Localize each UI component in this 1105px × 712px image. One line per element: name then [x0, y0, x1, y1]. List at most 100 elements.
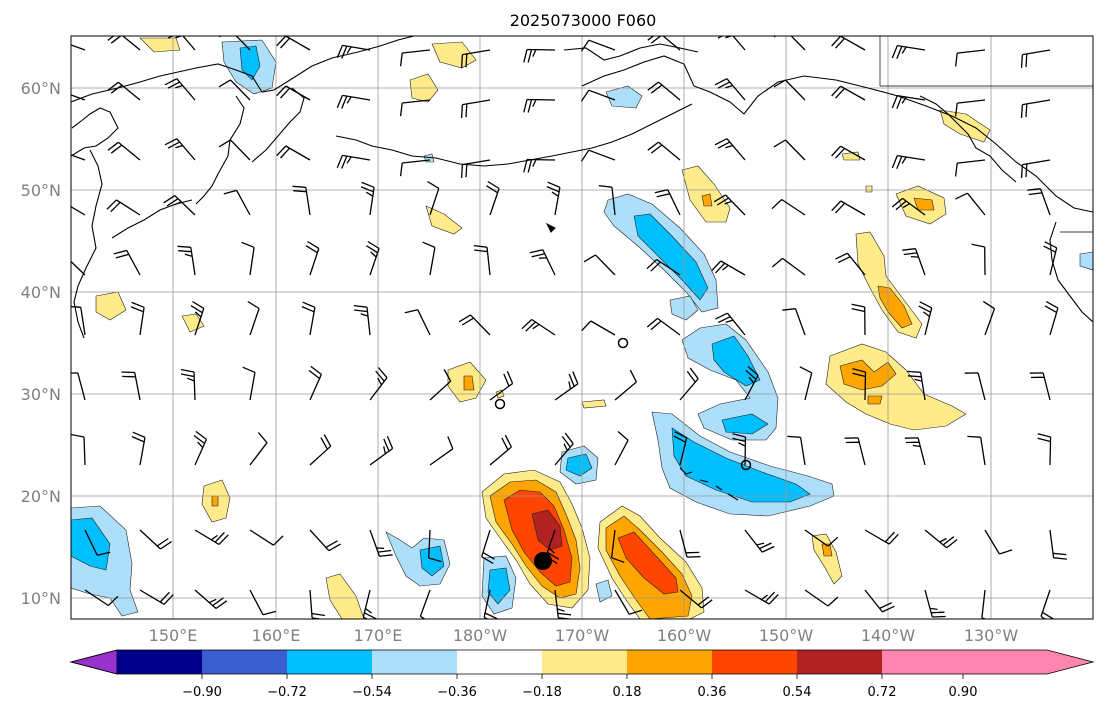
wind-barb [844, 437, 866, 466]
lon-label-180w: 180°W [453, 626, 508, 645]
wind-barb [851, 303, 866, 336]
wind-barb [679, 529, 701, 558]
open-center-marker [494, 398, 506, 410]
negative-anomaly-core [633, 213, 709, 301]
wind-barb [422, 241, 436, 276]
coastline-kamchatka-east [251, 87, 305, 163]
wind-barb [744, 589, 779, 605]
wind-barb [276, 145, 311, 161]
lat-label-30n: 30°N [21, 385, 61, 404]
wind-barb [954, 99, 986, 117]
wind-barb [164, 78, 196, 101]
wind-barb [646, 258, 681, 276]
wind-barb [679, 367, 699, 401]
wind-barb [84, 589, 119, 607]
wind-barb [984, 529, 1013, 555]
positive-anomaly-core [867, 395, 883, 405]
wind-barb [831, 85, 866, 101]
wind-barb [71, 154, 86, 161]
positive-anomaly-region [95, 291, 127, 321]
wind-barb [167, 36, 196, 51]
wind-barb [71, 305, 86, 336]
wind-barb [580, 39, 616, 52]
lon-label-150w: 150°W [759, 626, 814, 645]
wind-barb [647, 141, 681, 161]
wind-barb [218, 139, 251, 161]
wind-barb [771, 257, 806, 276]
wind-barb [529, 249, 556, 276]
wind-barbs [71, 36, 1067, 619]
wind-barb [924, 529, 958, 549]
wind-barb [429, 436, 454, 466]
wind-barb [583, 254, 616, 276]
longitude-labels: 150°E 160°E 170°E 180°W 170°W 160°W 150°… [149, 626, 1019, 645]
map-panel [70, 35, 1094, 620]
wind-barb [309, 529, 341, 552]
wind-barb [164, 138, 196, 161]
wind-barb [180, 368, 196, 401]
wind-barb [598, 184, 616, 216]
wind-barb [489, 434, 512, 466]
colorbar-tick-label: 0.54 [783, 685, 812, 700]
wind-barb [835, 252, 866, 276]
lon-label-140w: 140°W [861, 626, 916, 645]
lon-label-170w: 170°W [555, 626, 610, 645]
negative-anomaly-core [239, 45, 261, 81]
wind-barb [428, 529, 442, 563]
wind-barb [679, 589, 713, 609]
colorbar-tick-label: 0.72 [868, 685, 897, 700]
wind-barb [71, 44, 86, 51]
wind-barb [744, 529, 775, 553]
wind-barb [427, 180, 440, 216]
wind-barb [891, 197, 926, 216]
colorbar-segment [457, 650, 542, 674]
coastline-alaska [581, 55, 1093, 213]
wind-barb [714, 138, 746, 161]
colorbar-tick-label: −0.36 [437, 685, 477, 700]
colorbar-tick-label: 0.18 [613, 685, 642, 700]
negative-anomaly-region [605, 85, 643, 109]
wind-barb [429, 369, 452, 401]
wind-barb [581, 320, 616, 336]
wind-barb [249, 432, 268, 466]
wind-barb [366, 240, 380, 276]
border-canada-us [879, 36, 1093, 233]
wind-barb [1040, 589, 1055, 619]
wind-barb [247, 300, 260, 336]
wind-barb [773, 79, 806, 101]
wind-barb [1037, 433, 1052, 466]
wind-barb [546, 181, 561, 216]
positive-anomaly-region [681, 165, 731, 223]
wind-barb [554, 432, 574, 466]
wind-barb [107, 81, 141, 101]
filled-center-marker [534, 552, 552, 570]
wind-barb [483, 589, 498, 619]
positive-anomaly-core [211, 495, 219, 507]
wind-barb [336, 94, 371, 109]
wind-barb [964, 372, 986, 401]
wind-barb [831, 200, 866, 216]
wind-barb [982, 300, 996, 336]
wind-barb [369, 367, 388, 401]
positive-anomaly-core [839, 359, 897, 391]
latitude-labels: 10°N 20°N 30°N 40°N 50°N 60°N [21, 79, 61, 608]
negative-anomaly-core [721, 413, 769, 435]
wind-barb [614, 431, 629, 466]
wind-barb [336, 154, 371, 169]
wind-barb [301, 301, 316, 336]
wind-barb [804, 529, 839, 547]
colorbar-tick-label: −0.18 [522, 685, 562, 700]
wind-barb [107, 141, 141, 161]
map-frame [70, 35, 1094, 620]
wind-barb [924, 589, 946, 618]
wind-barb [121, 371, 141, 401]
coastline-north-america [1049, 221, 1093, 323]
wind-barb [308, 365, 322, 401]
wind-barb [954, 159, 986, 177]
positive-anomaly-region [181, 313, 205, 333]
wind-barb [714, 78, 746, 101]
negative-anomaly-core [565, 453, 593, 477]
colorbar-ticks [201, 674, 964, 679]
lat-label-10n: 10°N [21, 589, 61, 608]
